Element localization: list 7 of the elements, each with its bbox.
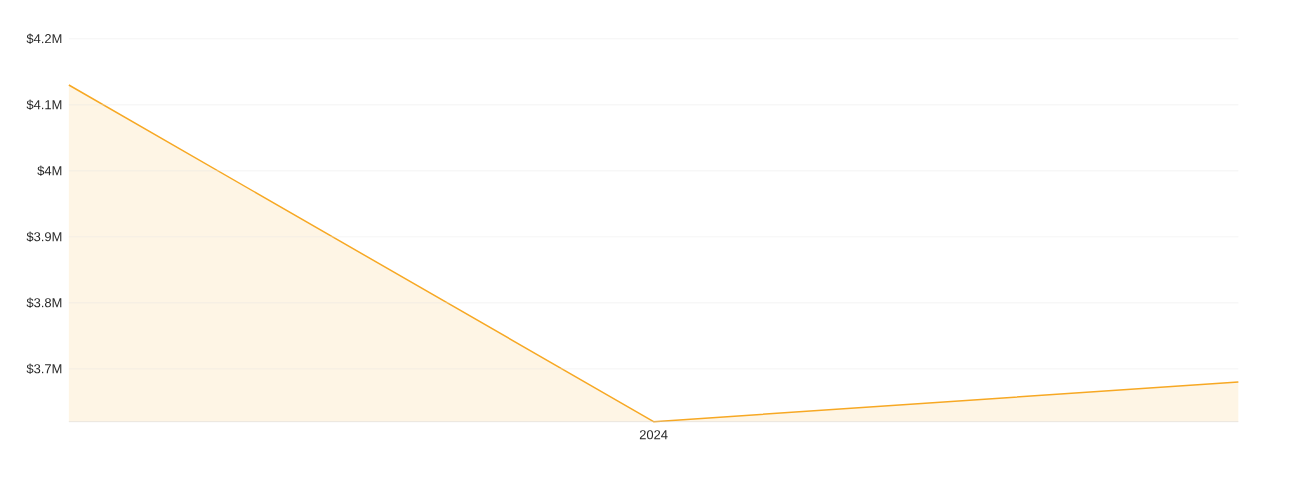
y-tick-label: $4.2M [26,33,62,44]
x-tick-label: 2024 [639,430,668,440]
y-tick-label: $4.1M [26,99,62,110]
y-tick-label: $4M [37,165,62,176]
y-tick-label: $3.8M [26,297,62,308]
y-tick-label: $3.9M [26,231,62,242]
y-tick-label: $3.7M [26,363,62,374]
